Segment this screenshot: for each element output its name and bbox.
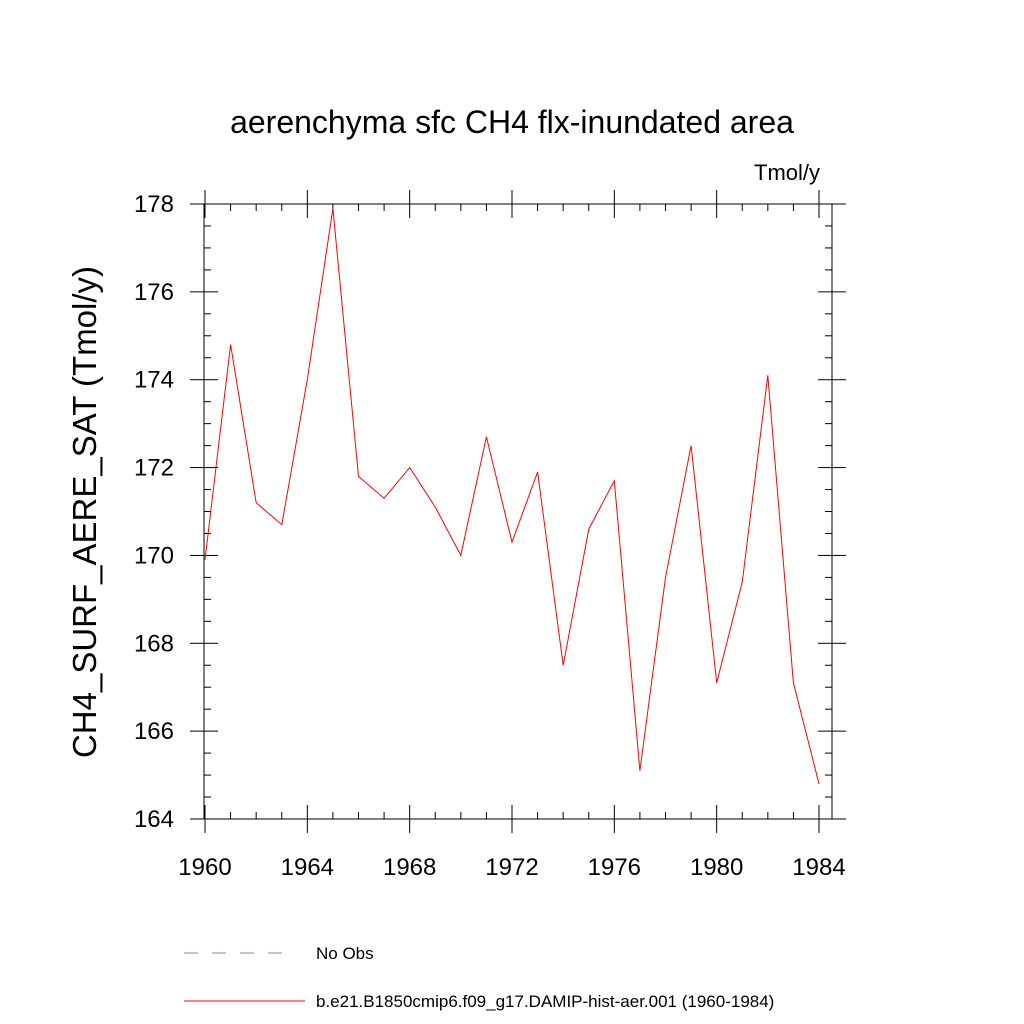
units-label: Tmol/y (754, 160, 820, 185)
x-tick-label: 1980 (690, 854, 743, 881)
series-line (204, 208, 820, 785)
y-tick-label: 172 (134, 455, 174, 482)
x-tick-label: 1976 (588, 854, 641, 881)
chart-title: aerenchyma sfc CH4 flx-inundated area (230, 104, 794, 140)
x-tick-label: 1972 (485, 854, 538, 881)
y-tick-label: 178 (134, 191, 174, 218)
y-tick-label: 166 (134, 718, 174, 745)
legend: No Obs b.e21.B1850cmip6.f09_g17.DAMIP-his… (184, 944, 774, 1011)
legend-label: No Obs (316, 944, 374, 963)
y-tick-label: 170 (134, 542, 174, 569)
y-tick-label: 176 (134, 279, 174, 306)
axes: 1960 1964 1968 1972 1976 1980 1984 164 166 168 170… (134, 190, 846, 881)
x-tick-label: 1968 (383, 854, 436, 881)
y-tick-label: 168 (134, 630, 174, 657)
plot-frame (203, 203, 833, 820)
y-tick-label: 164 (134, 806, 174, 833)
x-tick-label: 1964 (281, 854, 334, 881)
y-axis-label: CH4_SURF_AERE_SAT (Tmol/y) (66, 266, 103, 758)
x-tick-label: 1960 (178, 854, 231, 881)
legend-label: b.e21.B1850cmip6.f09_g17.DAMIP-hist-aer.… (316, 992, 774, 1011)
y-tick-label: 174 (134, 367, 174, 394)
x-tick-label: 1984 (792, 854, 845, 881)
plot-area (204, 208, 820, 785)
